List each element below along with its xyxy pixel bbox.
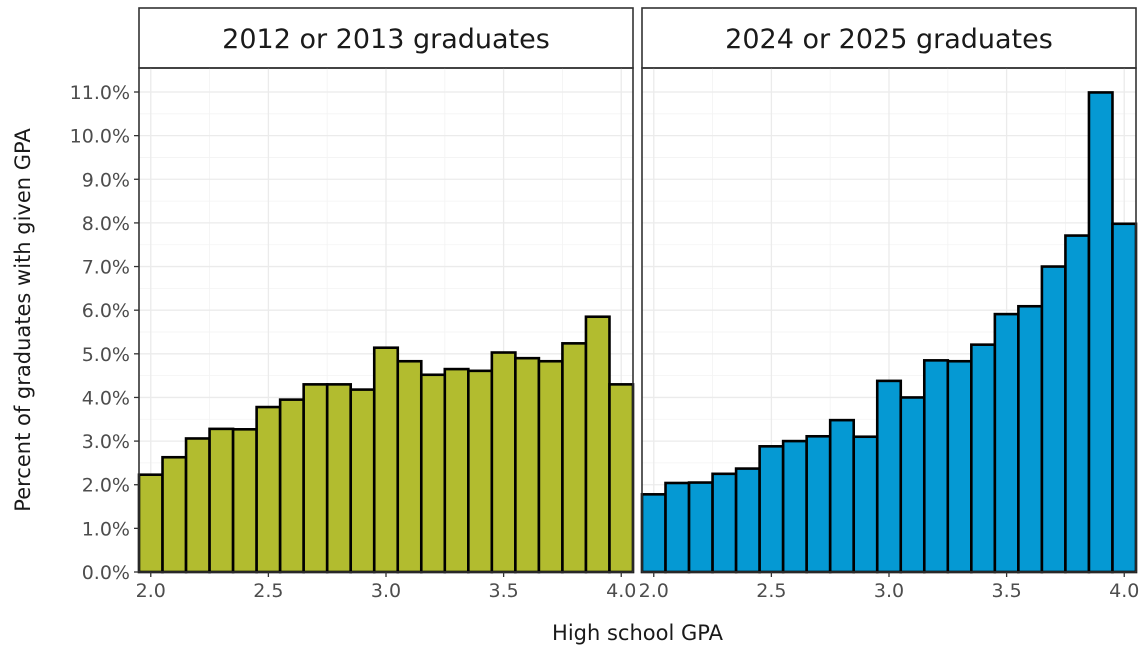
bar (278, 398, 305, 574)
bar (514, 356, 541, 574)
panel-title: 2012 or 2013 graduates (222, 24, 550, 55)
x-tick-label: 2.0 (136, 580, 166, 602)
bar (419, 373, 447, 574)
bar (349, 388, 376, 574)
x-tick-label: 3.5 (489, 580, 519, 602)
bar (1040, 265, 1067, 574)
bar (1087, 91, 1114, 574)
x-tick-label: 3.0 (874, 580, 904, 602)
x-axis-title: High school GPA (552, 621, 724, 645)
y-tick-label: 6.0% (82, 300, 130, 322)
bar (255, 405, 282, 574)
y-tick-label: 5.0% (82, 344, 130, 366)
bar (687, 481, 714, 574)
bar (899, 396, 926, 574)
x-tick-label: 2.5 (756, 580, 786, 602)
bar (396, 359, 423, 574)
bar (875, 379, 903, 574)
y-tick-label: 10.0% (70, 126, 130, 148)
x-tick-label: 3.0 (371, 580, 401, 602)
bar (805, 434, 832, 574)
x-tick-label: 2.5 (253, 580, 283, 602)
bar (828, 418, 856, 574)
panel-strip (138, 7, 634, 69)
panel-title: 2024 or 2025 graduates (725, 24, 1053, 55)
bar (852, 435, 879, 574)
bar (758, 445, 785, 574)
bar (608, 383, 635, 574)
bar (664, 481, 691, 574)
y-tick-label: 0.0% (82, 562, 130, 584)
y-tick-label: 11.0% (70, 82, 130, 104)
bar (584, 315, 611, 574)
bar (993, 312, 1020, 574)
bar (711, 472, 738, 574)
bar (490, 351, 517, 574)
x-tick-label: 4.0 (1109, 580, 1139, 602)
bar (372, 346, 400, 574)
bar (231, 428, 258, 574)
bar (467, 369, 494, 574)
bar (561, 342, 588, 574)
y-tick-label: 9.0% (82, 169, 130, 191)
y-tick-label: 4.0% (82, 387, 130, 409)
bar (946, 359, 973, 574)
y-tick-label: 8.0% (82, 213, 130, 235)
y-axis: 0.0% 1.0% 2.0% 3.0% 4.0% 5.0% 6.0% 7.0% 8.0% 9.0%… (70, 82, 139, 584)
panel-2: 2024 or 2025 graduates 2.0 2.5 3.0 3.5 4.0 (639, 7, 1139, 602)
bar (443, 367, 470, 574)
bar (161, 455, 188, 574)
bar (922, 359, 950, 574)
bar (781, 439, 808, 574)
bar (325, 383, 353, 574)
bar (970, 343, 997, 574)
bar (184, 437, 211, 574)
bar (208, 427, 235, 574)
bar (537, 359, 564, 574)
bar (734, 467, 761, 574)
y-axis-title: Percent of graduates with given GPA (11, 128, 35, 512)
bar (302, 383, 329, 574)
x-tick-label: 2.0 (639, 580, 669, 602)
bar (1017, 304, 1044, 574)
y-tick-label: 3.0% (82, 431, 130, 453)
bar (137, 473, 164, 574)
bar (1064, 234, 1091, 574)
bar (1111, 222, 1138, 574)
panel-1: 2012 or 2013 graduates 2.0 2.5 3.0 3.5 4.0 (136, 7, 636, 602)
bar (640, 493, 667, 574)
x-tick-label: 3.5 (992, 580, 1022, 602)
y-tick-label: 2.0% (82, 475, 130, 497)
y-tick-label: 7.0% (82, 257, 130, 279)
y-tick-label: 1.0% (82, 518, 130, 540)
x-tick-label: 4.0 (606, 580, 636, 602)
